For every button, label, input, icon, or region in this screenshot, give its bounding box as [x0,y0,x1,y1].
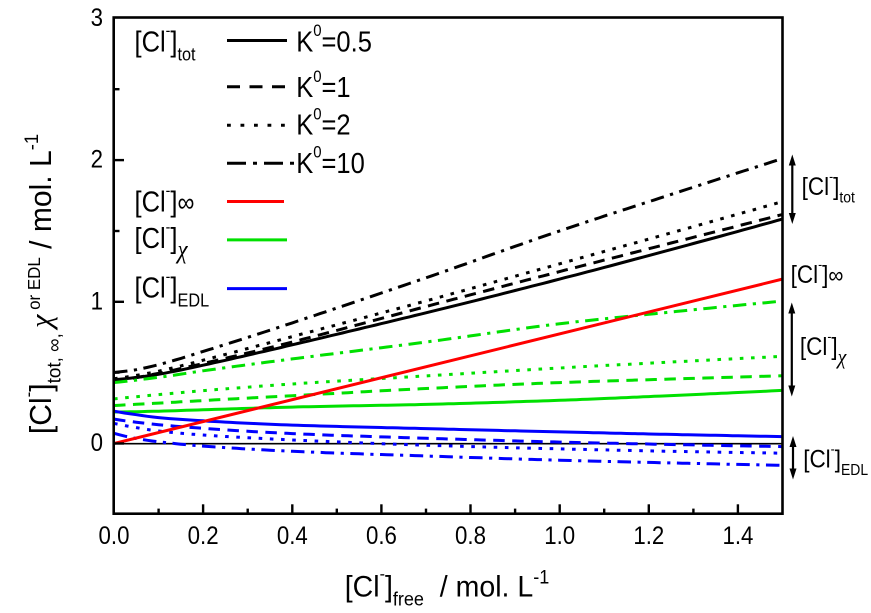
svg-text:[Cl-]EDL: [Cl-]EDL [803,441,868,479]
svg-text:1.0: 1.0 [544,523,575,550]
svg-text:0: 0 [91,430,103,457]
svg-text:K0=0.5: K0=0.5 [296,22,372,57]
svg-text:0.6: 0.6 [366,523,397,550]
svg-text:0.2: 0.2 [188,523,219,550]
svg-text:[Cl-]free / mol. L-1: [Cl-]free / mol. L-1 [345,564,550,609]
svg-text:K0=2: K0=2 [296,105,350,140]
svg-text:[Cl-]∞: [Cl-]∞ [791,257,844,290]
svg-text:1: 1 [91,288,103,315]
svg-text:0.4: 0.4 [277,523,308,550]
svg-text:1.2: 1.2 [633,523,664,550]
svg-text:3: 3 [91,5,103,32]
svg-text:K0=10: K0=10 [296,144,365,179]
svg-text:0.8: 0.8 [455,523,486,550]
svg-text:1.4: 1.4 [722,523,753,550]
svg-text:0.0: 0.0 [99,523,130,550]
svg-text:2: 2 [91,146,103,173]
svg-text:[Cl-]∞: [Cl-]∞ [135,182,195,218]
svg-text:K0=1: K0=1 [296,68,350,103]
